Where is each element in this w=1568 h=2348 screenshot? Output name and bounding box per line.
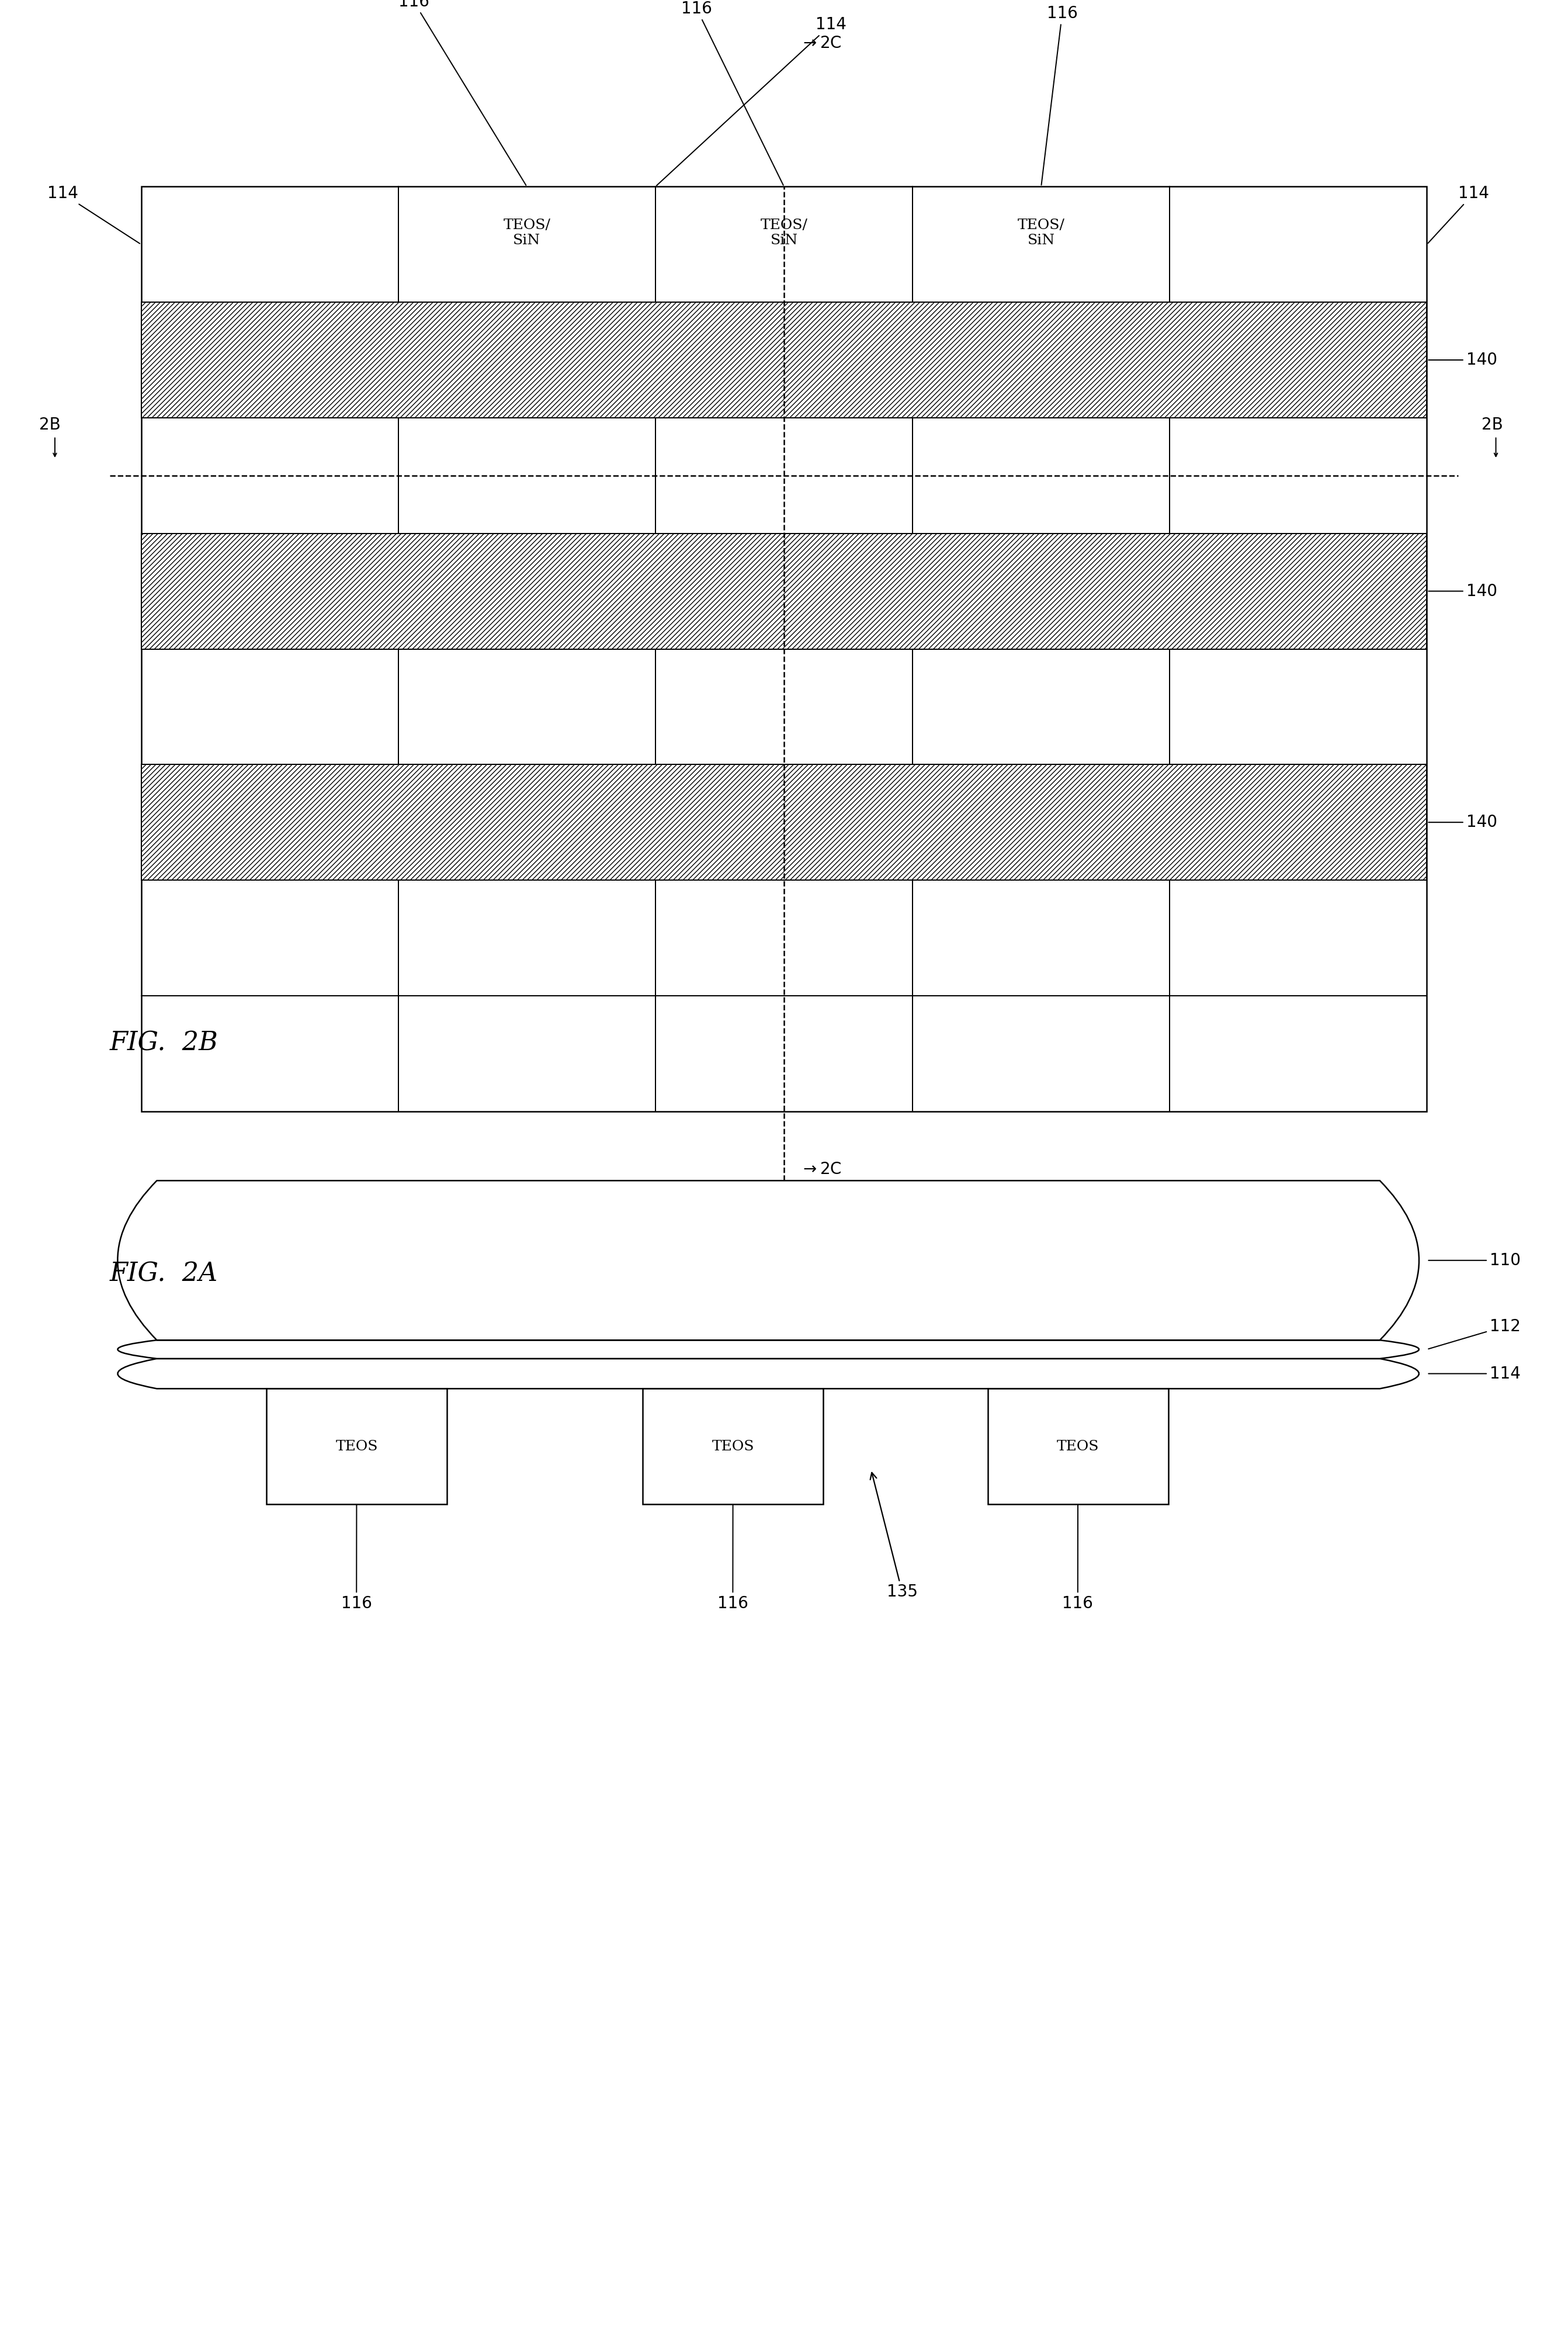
Text: 114: 114 bbox=[47, 185, 140, 244]
PathPatch shape bbox=[118, 1359, 1419, 1388]
Bar bbox=[141, 533, 1427, 648]
Text: 110: 110 bbox=[1428, 1251, 1521, 1268]
Text: 114: 114 bbox=[1428, 185, 1490, 244]
Text: TEOS/
SiN: TEOS/ SiN bbox=[503, 218, 550, 247]
Text: 140: 140 bbox=[1428, 582, 1497, 599]
Bar bbox=[267, 1388, 447, 1505]
Text: TEOS: TEOS bbox=[1057, 1439, 1099, 1453]
Text: 116: 116 bbox=[342, 1390, 372, 1611]
Text: 114: 114 bbox=[657, 16, 847, 185]
Text: 116: 116 bbox=[398, 0, 525, 185]
Text: 135: 135 bbox=[870, 1472, 917, 1601]
Bar bbox=[988, 1388, 1168, 1505]
Text: TEOS: TEOS bbox=[336, 1439, 378, 1453]
Text: $\rightarrow$2C: $\rightarrow$2C bbox=[800, 35, 842, 52]
Bar bbox=[141, 185, 1427, 1111]
Text: TEOS/
SiN: TEOS/ SiN bbox=[760, 218, 808, 247]
Bar bbox=[141, 765, 1427, 880]
Text: 114: 114 bbox=[1428, 1367, 1521, 1383]
Text: FIG.  2B: FIG. 2B bbox=[110, 1031, 218, 1057]
Text: 112: 112 bbox=[1428, 1317, 1521, 1348]
Text: 116: 116 bbox=[1063, 1390, 1093, 1611]
Text: TEOS: TEOS bbox=[712, 1439, 754, 1453]
Text: TEOS/
SiN: TEOS/ SiN bbox=[1018, 218, 1065, 247]
PathPatch shape bbox=[118, 1181, 1419, 1341]
PathPatch shape bbox=[118, 1341, 1419, 1359]
Bar bbox=[643, 1388, 823, 1505]
Text: 140: 140 bbox=[1428, 352, 1497, 369]
Bar bbox=[141, 303, 1427, 418]
Text: FIG.  2A: FIG. 2A bbox=[110, 1261, 218, 1287]
Bar bbox=[141, 303, 1427, 418]
Text: 116: 116 bbox=[681, 0, 784, 185]
Text: 2B: 2B bbox=[1482, 416, 1504, 432]
Text: 116: 116 bbox=[1041, 5, 1077, 185]
Text: $\rightarrow$2C: $\rightarrow$2C bbox=[800, 1160, 842, 1176]
Bar bbox=[141, 765, 1427, 880]
Text: 2B: 2B bbox=[39, 416, 61, 432]
Text: 140: 140 bbox=[1428, 815, 1497, 831]
Text: 116: 116 bbox=[717, 1390, 748, 1611]
Bar bbox=[141, 533, 1427, 648]
